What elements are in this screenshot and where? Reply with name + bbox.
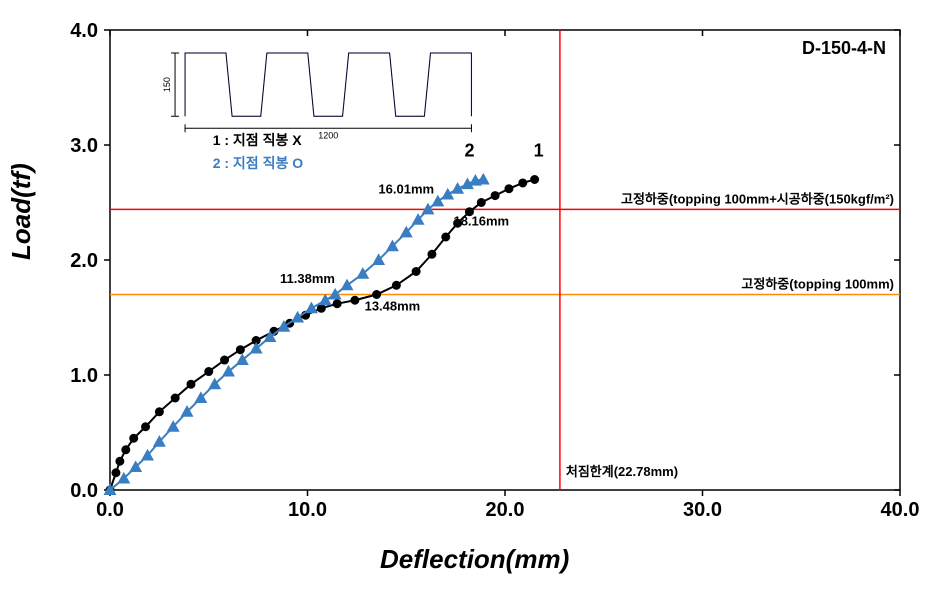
marker-circle [477, 199, 485, 207]
y-tick-label: 2.0 [70, 250, 98, 272]
y-tick-label: 1.0 [70, 365, 98, 387]
dim-w-label: 1200 [318, 130, 338, 140]
cross-section [171, 53, 471, 132]
marker-circle [130, 434, 138, 442]
chart-container: 0.0 10.0 20.0 30.0 40.0 0.0 1.0 2.0 3.0 4.0 고정하중(t… [0, 0, 951, 589]
marker-circle [392, 281, 400, 289]
cross-section-deck [185, 53, 471, 116]
annotation: 11.38mm [280, 271, 335, 286]
x-tick-label: 20.0 [486, 499, 525, 521]
marker-circle [112, 469, 120, 477]
y-tick-label: 0.0 [70, 480, 98, 502]
marker-circle [373, 291, 381, 299]
marker-circle [155, 408, 163, 416]
y-axis-label: Load(tf) [6, 163, 37, 260]
marker-circle [442, 233, 450, 241]
marker-triangle [306, 303, 317, 313]
legend-text: 2 : 지점 직봉 O [213, 155, 304, 171]
reference-line-label: 처짐한계(22.78mm) [566, 464, 678, 479]
marker-circle [351, 296, 359, 304]
chart-svg: 0.0 10.0 20.0 30.0 40.0 0.0 1.0 2.0 3.0 4.0 고정하중(t… [0, 0, 951, 589]
marker-circle [505, 185, 513, 193]
marker-circle [317, 304, 325, 312]
x-axis-label: Deflection(mm) [380, 544, 569, 575]
marker-circle [205, 368, 213, 376]
plot-border [110, 30, 900, 490]
marker-circle [122, 446, 130, 454]
x-tick-label: 10.0 [288, 499, 327, 521]
series-end-label: 1 [534, 141, 544, 161]
corner-title: D-150-4-N [802, 38, 886, 58]
marker-circle [116, 457, 124, 465]
marker-triangle [320, 295, 331, 305]
marker-circle [491, 192, 499, 200]
y-tick-label: 4.0 [70, 20, 98, 42]
marker-circle [333, 300, 341, 308]
annotation: 13.48mm [365, 299, 421, 314]
marker-triangle [478, 174, 489, 184]
marker-circle [187, 380, 195, 388]
marker-circle [171, 394, 179, 402]
x-tick-label: 30.0 [683, 499, 722, 521]
annotation: 16.01mm [378, 181, 434, 196]
marker-triangle [442, 189, 453, 199]
y-tick-label: 3.0 [70, 135, 98, 157]
marker-circle [519, 179, 527, 187]
marker-circle [142, 423, 150, 431]
marker-circle [236, 346, 244, 354]
x-tick-label: 0.0 [96, 499, 124, 521]
annotation: 18.16mm [453, 214, 509, 229]
marker-circle [412, 268, 420, 276]
reference-line-label: 고정하중(topping 100mm+시공하중(150kgf/m²) [621, 191, 894, 206]
marker-circle [428, 250, 436, 258]
cross-section-outline [185, 53, 471, 116]
marker-triangle [432, 196, 443, 206]
x-tick-label: 40.0 [881, 499, 920, 521]
marker-triangle [341, 280, 352, 290]
reference-line-label: 고정하중(topping 100mm) [741, 277, 894, 292]
legend-text: 1 : 지점 직봉 X [213, 132, 303, 148]
series-line-2 [110, 180, 483, 491]
dim-h-label: 150 [162, 77, 172, 92]
series-end-label: 2 [464, 141, 474, 161]
marker-circle [221, 356, 229, 364]
marker-circle [531, 176, 539, 184]
